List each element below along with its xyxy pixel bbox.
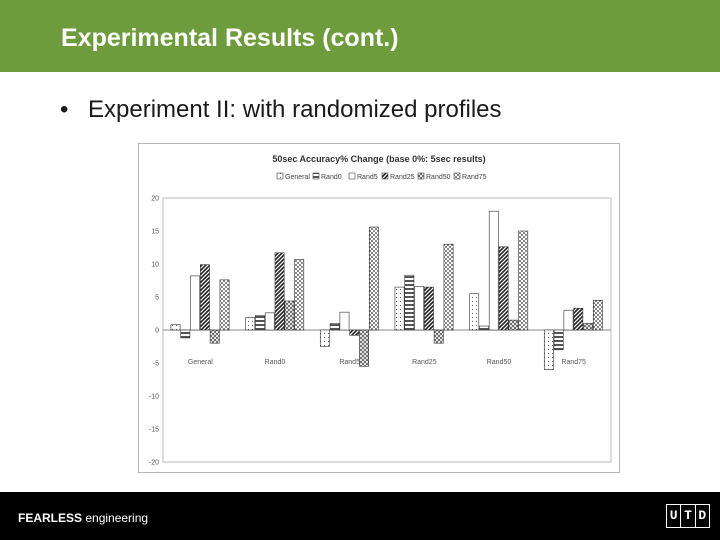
bar — [209, 329, 220, 344]
bar — [394, 286, 405, 331]
bar — [219, 279, 230, 331]
x-tick-label: Rand25 — [412, 359, 437, 366]
y-tick-label: 0 — [155, 328, 159, 335]
x-tick-label: Rand75 — [561, 359, 586, 366]
bar — [563, 309, 574, 331]
y-tick-label: 15 — [151, 229, 159, 236]
bar — [488, 210, 499, 331]
footer-tagline-bold: FEARLESS — [18, 511, 83, 525]
bar — [349, 329, 360, 336]
legend-entry: Rand50 — [426, 174, 451, 181]
legend-swatch — [312, 172, 320, 180]
footer-tagline-rest: engineering — [82, 511, 149, 525]
bar — [583, 323, 593, 331]
y-tick-label: 20 — [151, 196, 159, 203]
bar — [329, 323, 340, 331]
bar — [443, 243, 454, 331]
x-tick-label: Rand0 — [265, 359, 286, 366]
legend-swatch — [453, 172, 461, 180]
bar — [508, 319, 519, 331]
legend-entry: Rand25 — [390, 174, 415, 181]
legend-entry: Rand0 — [321, 174, 342, 181]
bar — [518, 230, 529, 331]
bar — [433, 329, 444, 344]
footer-bar: FEARLESS engineering U T D — [0, 492, 720, 540]
bar — [498, 246, 509, 331]
bar — [180, 329, 191, 339]
bar — [245, 317, 256, 331]
bar — [200, 264, 210, 331]
x-tick-label: Rand50 — [487, 359, 512, 366]
header-bar: Experimental Results (cont.) — [0, 0, 720, 72]
bar — [404, 274, 415, 331]
slide-title: Experimental Results (cont.) — [61, 24, 399, 52]
bar — [319, 329, 330, 347]
bar-chart: 50sec Accuracy% Change (base 0%: 5sec re… — [149, 154, 612, 467]
bar — [592, 300, 603, 331]
bar — [284, 300, 295, 331]
bar — [359, 329, 369, 367]
y-tick-label: -15 — [149, 427, 159, 434]
y-tick-label: 5 — [155, 295, 159, 302]
y-tick-label: -10 — [149, 394, 159, 401]
x-tick-label: Rand5 — [339, 359, 360, 366]
chart-frame: 50sec Accuracy% Change (base 0%: 5sec re… — [138, 143, 620, 473]
bar — [274, 252, 285, 331]
legend-swatch — [417, 172, 425, 180]
legend-swatch — [276, 172, 284, 180]
bar — [553, 329, 564, 351]
bar — [264, 312, 275, 331]
legend-entry: General — [285, 174, 310, 181]
bar — [170, 324, 181, 331]
bar — [573, 307, 584, 331]
legend-swatch — [348, 172, 356, 180]
y-tick-label: 10 — [151, 262, 159, 269]
bar — [368, 226, 379, 331]
bar — [424, 286, 434, 331]
bar — [190, 275, 201, 331]
chart-title: 50sec Accuracy% Change (base 0%: 5sec re… — [272, 154, 485, 164]
footer-tagline: FEARLESS engineering — [18, 511, 148, 525]
bar — [294, 259, 305, 331]
legend-swatch — [381, 172, 389, 180]
bar — [255, 315, 265, 331]
bullet-item: • Experiment II: with randomized profiles — [60, 96, 502, 124]
bar — [543, 329, 554, 370]
bar — [414, 286, 425, 331]
bullet-dot-icon: • — [60, 96, 69, 123]
legend-entry: Rand5 — [357, 174, 378, 181]
y-tick-label: -5 — [153, 361, 159, 368]
logo-letter: D — [698, 508, 707, 523]
bar — [469, 293, 480, 331]
utd-logo: U T D — [666, 504, 710, 528]
bar — [339, 311, 350, 331]
x-tick-label: General — [188, 359, 213, 366]
bar — [479, 325, 489, 331]
legend-entry: Rand75 — [462, 174, 487, 181]
y-tick-label: -20 — [149, 460, 159, 467]
bullet-text: Experiment II: with randomized profiles — [88, 96, 502, 123]
logo-letter: U — [667, 505, 682, 527]
logo-letter: T — [681, 505, 696, 527]
